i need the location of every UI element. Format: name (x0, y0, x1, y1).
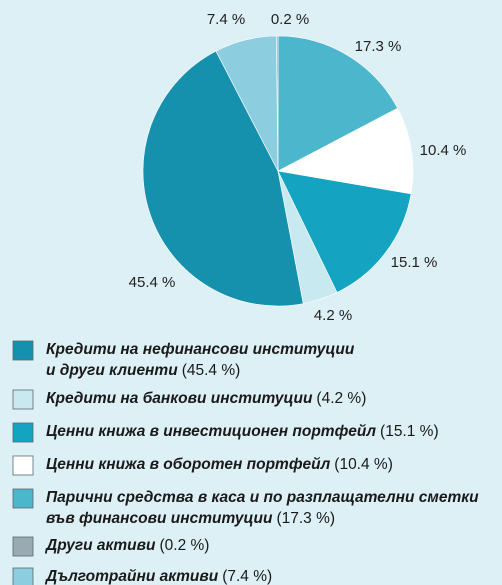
legend-swatch (12, 536, 34, 557)
pie-slice (277, 35, 398, 172)
slice-label: 45.4 % (129, 274, 176, 291)
pie-slice (277, 107, 414, 195)
legend-name: Парични средства в каса и по разплащател… (46, 489, 479, 506)
legend-label: и други клиенти (45.4 %) (46, 362, 240, 379)
slice-label: 7.4 % (207, 11, 245, 28)
legend-name: във финансови институции (46, 510, 273, 527)
pie-slice (215, 35, 279, 172)
legend-swatch (12, 567, 34, 585)
legend-name: Кредити на банкови институции (46, 390, 313, 407)
legend-swatch (12, 340, 34, 361)
legend-name: и други клиенти (46, 362, 178, 379)
pie-slice (277, 170, 412, 293)
legend-value: (10.4 %) (334, 456, 393, 473)
slice-label: 10.4 % (420, 142, 467, 159)
legend-name: Дълготрайни активи (44, 568, 219, 585)
legend-value: (17.3 %) (276, 510, 335, 527)
legend-name: Кредити на нефинансови институции (46, 341, 355, 358)
legend-label: Други активи (0.2 %) (44, 537, 209, 554)
legend-swatch (12, 422, 34, 443)
legend-name: Ценни книжа в оборотен портфейл (46, 456, 331, 473)
legend-name: Други активи (44, 537, 156, 554)
legend-value: (0.2 %) (159, 537, 209, 554)
legend-swatch (12, 455, 34, 476)
slice-label: 4.2 % (314, 307, 352, 324)
legend-label: Кредити на банкови институции (4.2 %) (46, 390, 366, 407)
legend-value: (15.1 %) (380, 423, 439, 440)
legend-swatch (12, 488, 34, 509)
legend-value: (7.4 %) (222, 568, 272, 585)
legend-label: във финансови институции (17.3 %) (46, 510, 335, 527)
legend-label: Ценни книжа в инвестиционен портфейл (15.… (46, 423, 439, 440)
legend-label: Парични средства в каса и по разплащател… (46, 489, 479, 506)
legend-value: (45.4 %) (182, 362, 241, 379)
legend-swatch (12, 389, 34, 410)
slice-label: 17.3 % (355, 38, 402, 55)
legend-label: Ценни книжа в оборотен портфейл (10.4 %) (46, 456, 393, 473)
legend-label: Кредити на нефинансови институции (46, 341, 355, 358)
legend-value: (4.2 %) (316, 390, 366, 407)
legend-name: Ценни книжа в инвестиционен портфейл (46, 423, 376, 440)
slice-label: 15.1 % (391, 254, 438, 271)
slice-label: 0.2 % (271, 11, 309, 28)
legend-label: Дълготрайни активи (7.4 %) (44, 568, 272, 585)
pie-slice (142, 50, 304, 307)
